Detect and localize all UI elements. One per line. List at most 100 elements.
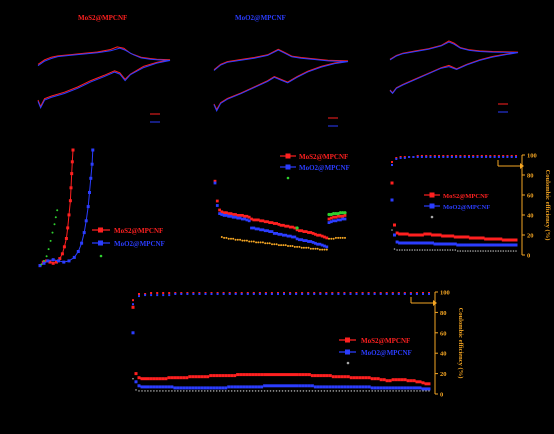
- cycle2-point: [299, 390, 302, 392]
- cycle2-point: [212, 390, 215, 392]
- cycle1-point: [506, 238, 510, 242]
- cycle2-point: [410, 390, 412, 392]
- cycle2-point: [165, 390, 167, 392]
- rate-point: [254, 218, 258, 222]
- cycle1-point: [495, 250, 497, 252]
- cycle2-point: [212, 386, 216, 390]
- rate-point: [252, 226, 256, 230]
- rate-point: [275, 232, 278, 235]
- cycle2-point: [209, 374, 213, 378]
- cycle1-ce-point: [412, 156, 415, 158]
- rate-point: [282, 244, 285, 247]
- cycle2-point: [301, 384, 305, 388]
- rate-point: [330, 237, 333, 240]
- rate-point: [243, 239, 246, 242]
- rate-point: [332, 219, 335, 223]
- cycle1-point: [436, 249, 439, 251]
- rate-point: [252, 240, 255, 243]
- rate-point: [236, 216, 240, 220]
- eis-point: [66, 226, 70, 230]
- cycle2-ce-point: [391, 293, 394, 295]
- cycle1-point: [444, 249, 446, 251]
- cycle2-point: [144, 390, 146, 392]
- rate-point: [343, 217, 347, 221]
- cycle2-point: [221, 386, 225, 390]
- cycle1-ce-point: [403, 157, 406, 159]
- cycle2-point: [317, 390, 320, 392]
- cycle1-point: [476, 236, 480, 240]
- cycle2-point: [403, 386, 407, 390]
- cycle2-point: [418, 380, 422, 384]
- cycle2-point: [385, 386, 389, 390]
- cycle2-point: [162, 390, 164, 392]
- cycle2-point: [358, 376, 362, 380]
- cycle1-point: [401, 249, 403, 251]
- cycle1-point: [453, 242, 457, 246]
- cycle1-point: [410, 233, 414, 237]
- cycle2-ce-point: [349, 293, 352, 295]
- cycle1-point: [410, 241, 414, 245]
- cycle2-point: [293, 384, 296, 388]
- rate-point: [304, 239, 308, 242]
- cycle2-point: [248, 390, 251, 392]
- legend-eis-blue: MoO2@MPCNF: [114, 240, 165, 248]
- cycle2-point: [293, 390, 296, 392]
- rate-point: [257, 241, 260, 244]
- rate-point: [236, 238, 239, 241]
- cycle2-point: [323, 390, 326, 392]
- cycle2-point: [388, 379, 392, 383]
- cycle1-point: [476, 243, 480, 247]
- cycle1-point: [456, 235, 460, 239]
- cycle2-point: [362, 390, 365, 392]
- panel-cv2-title: MoO2@MPCNF: [235, 14, 286, 22]
- cycle1-point: [467, 250, 469, 252]
- rate-point: [238, 216, 242, 220]
- cycle1-point: [398, 232, 402, 236]
- rate-point: [318, 248, 321, 251]
- cycle2-point: [218, 374, 222, 378]
- cycle2-point: [370, 377, 374, 381]
- cycle1-ce-point: [450, 156, 453, 158]
- rate-point: [259, 241, 262, 244]
- cycle1-point: [492, 250, 495, 252]
- cycle1-point: [474, 250, 477, 252]
- cycle2-point: [281, 373, 284, 377]
- rate-point: [309, 247, 312, 250]
- cycle2-point: [427, 382, 431, 386]
- cycle2-point: [347, 390, 350, 392]
- cycle2-point: [421, 381, 425, 385]
- cycle2-point: [314, 390, 317, 392]
- cycle1-point: [461, 243, 465, 247]
- rate-point: [298, 245, 301, 248]
- cycle1-point: [468, 243, 472, 247]
- cycle1-ce-point: [489, 156, 492, 158]
- cycle1-point: [489, 250, 492, 252]
- cv2-series-0: [213, 48, 349, 111]
- cycle2-ce-point: [204, 293, 207, 295]
- cycle1-point: [431, 233, 434, 237]
- eis-point: [51, 231, 54, 234]
- rate-point: [309, 231, 313, 234]
- cycle2-point: [174, 390, 176, 392]
- eis-point: [57, 259, 60, 263]
- cycle2-ce-point: [367, 293, 370, 295]
- rate-point: [268, 242, 271, 245]
- rate-point: [227, 214, 231, 218]
- rate-point: [287, 245, 289, 247]
- cycle2-point: [192, 390, 194, 392]
- cycle1-point: [405, 232, 409, 236]
- cycle2-ce-point: [373, 293, 376, 295]
- cycle1-right-axis: 0 20 40 60 80 100 Coulombic efficiency (%): [497, 153, 551, 260]
- rate-point: [266, 229, 269, 233]
- cycle1-point: [446, 242, 450, 246]
- rate-point: [254, 227, 258, 231]
- cycle1-ce-point: [506, 156, 509, 158]
- cycle2-point: [278, 384, 281, 388]
- legend-cycle2-red: MoS2@MPCNF: [361, 337, 410, 345]
- cycle2-point: [391, 378, 395, 382]
- cycle2-point: [412, 386, 416, 390]
- cycle2-point: [320, 390, 323, 392]
- cycle2-point: [135, 389, 137, 391]
- cycle2-point: [325, 385, 329, 389]
